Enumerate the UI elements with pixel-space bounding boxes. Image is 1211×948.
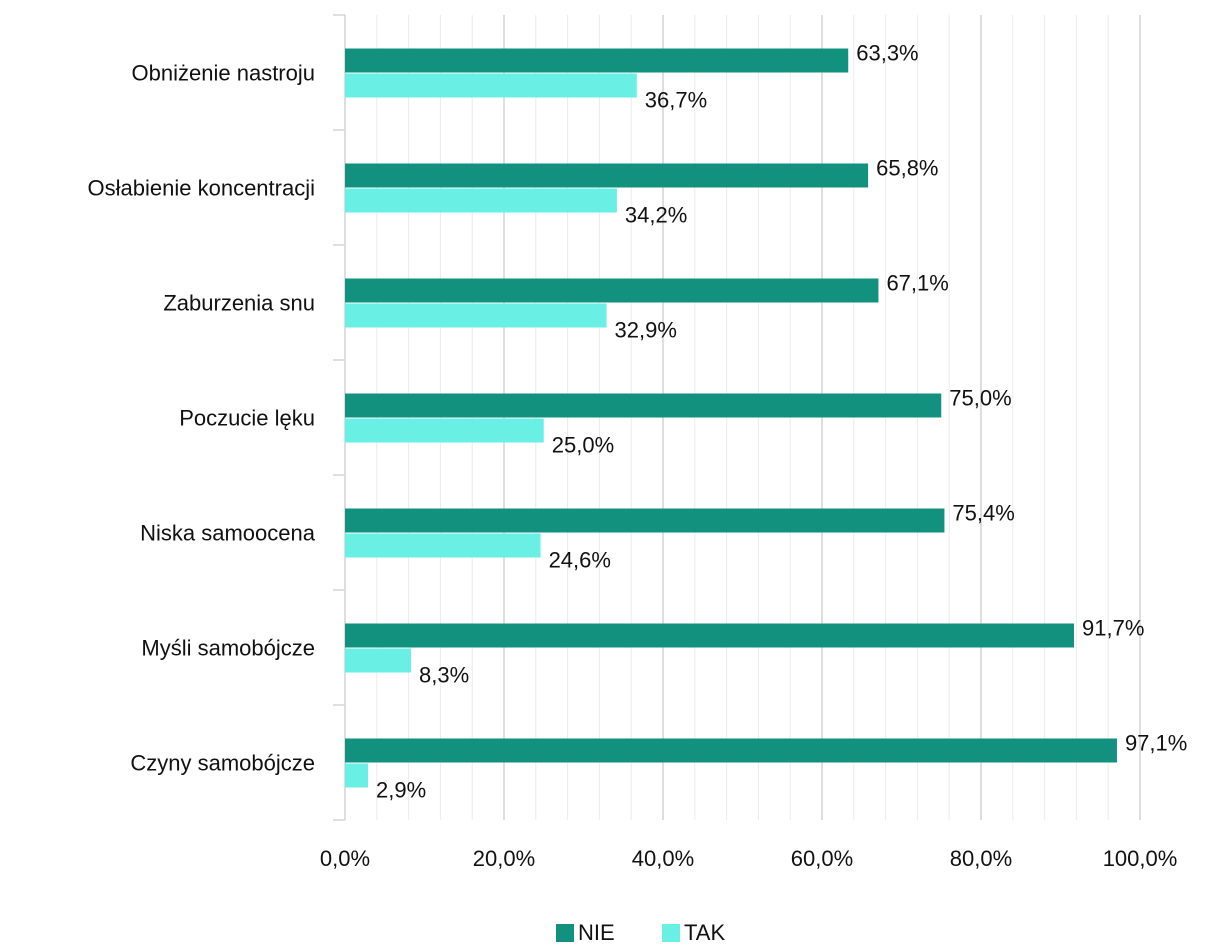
data-label: 63,3%	[856, 40, 918, 65]
x-tick-label: 100,0%	[1103, 846, 1178, 871]
data-label: 32,9%	[615, 317, 677, 342]
data-label: 91,7%	[1082, 615, 1144, 640]
data-label: 36,7%	[645, 87, 707, 112]
legend-swatch	[556, 924, 574, 942]
data-label: 34,2%	[625, 202, 687, 227]
x-tick-label: 40,0%	[632, 846, 694, 871]
x-tick-label: 20,0%	[473, 846, 535, 871]
y-tick-label: Obniżenie nastroju	[132, 60, 315, 85]
y-tick-label: Czyny samobójcze	[130, 750, 315, 775]
bar	[345, 393, 942, 418]
bar	[345, 623, 1075, 648]
legend-label: NIE	[578, 920, 615, 945]
y-tick-label: Zaburzenia snu	[163, 290, 315, 315]
data-label: 75,4%	[952, 500, 1014, 525]
data-label: 2,9%	[376, 777, 426, 802]
x-tick-label: 60,0%	[791, 846, 853, 871]
bar	[345, 188, 617, 213]
bar	[345, 278, 879, 303]
x-tick-label: 80,0%	[950, 846, 1012, 871]
data-label: 65,8%	[876, 155, 938, 180]
bar	[345, 163, 869, 188]
data-label: 8,3%	[419, 662, 469, 687]
data-label: 24,6%	[549, 547, 611, 572]
y-tick-label: Poczucie lęku	[179, 405, 315, 430]
bar	[345, 738, 1117, 763]
legend-label: TAK	[684, 920, 725, 945]
bar	[345, 508, 945, 533]
bar	[345, 418, 544, 443]
x-tick-label: 0,0%	[320, 846, 370, 871]
data-label: 75,0%	[949, 385, 1011, 410]
bar	[345, 763, 369, 788]
data-label: 67,1%	[886, 270, 948, 295]
y-tick-label: Osłabienie koncentracji	[88, 175, 315, 200]
data-label: 25,0%	[552, 432, 614, 457]
y-tick-label: Niska samoocena	[140, 520, 316, 545]
data-label: 97,1%	[1125, 730, 1187, 755]
bar	[345, 303, 607, 328]
legend-swatch	[662, 924, 680, 942]
bar	[345, 48, 849, 73]
bar	[345, 73, 637, 98]
bar	[345, 533, 541, 558]
bar	[345, 648, 411, 673]
y-tick-label: Myśli samobójcze	[141, 635, 315, 660]
